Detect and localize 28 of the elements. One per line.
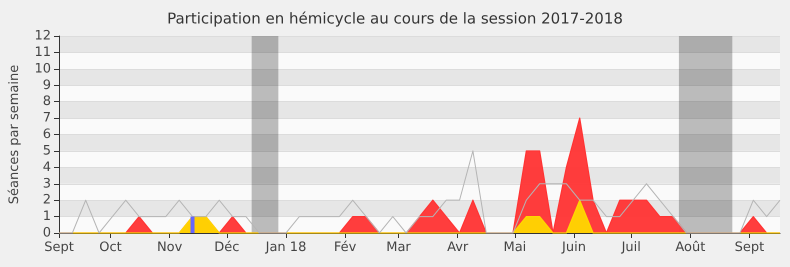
y-tick-label: 10 (34, 61, 51, 76)
y-tick-label: 8 (42, 94, 51, 110)
y-tick-label: 1 (42, 209, 51, 224)
x-tick-label: Avr (447, 240, 469, 255)
y-tick-label: 11 (34, 44, 51, 60)
y-tick-label: 4 (42, 160, 51, 175)
x-tick-label: Août (675, 240, 706, 255)
x-tick-label: Sept (734, 240, 764, 255)
x-tick-label: Mai (503, 240, 526, 255)
x-tick-label: Mar (386, 240, 412, 255)
y-tick-label: 3 (42, 176, 51, 192)
x-tick-label: Sept (44, 240, 74, 255)
chart-title: Participation en hémicycle au cours de la session 2017-2018 (167, 10, 623, 28)
x-tick-label: Déc (214, 240, 240, 255)
y-tick-label: 0 (42, 226, 51, 240)
x-tick-label: Nov (156, 240, 183, 255)
x-tick-label: Juil (620, 240, 641, 255)
x-tick-label: Juin (561, 240, 586, 255)
y-tick-label: 12 (34, 28, 51, 44)
x-tick-label: Oct (99, 240, 122, 255)
x-tick-label: Jan 18 (264, 240, 306, 255)
y-tick-label: 9 (42, 78, 51, 93)
x-tick-label: Fév (334, 240, 357, 255)
y-tick-label: 6 (42, 127, 51, 142)
y-tick-label: 2 (42, 192, 51, 208)
y-tick-label: 7 (42, 110, 51, 126)
y-axis-title: Séances par semaine (7, 64, 22, 204)
y-tick-label: 5 (42, 143, 51, 158)
